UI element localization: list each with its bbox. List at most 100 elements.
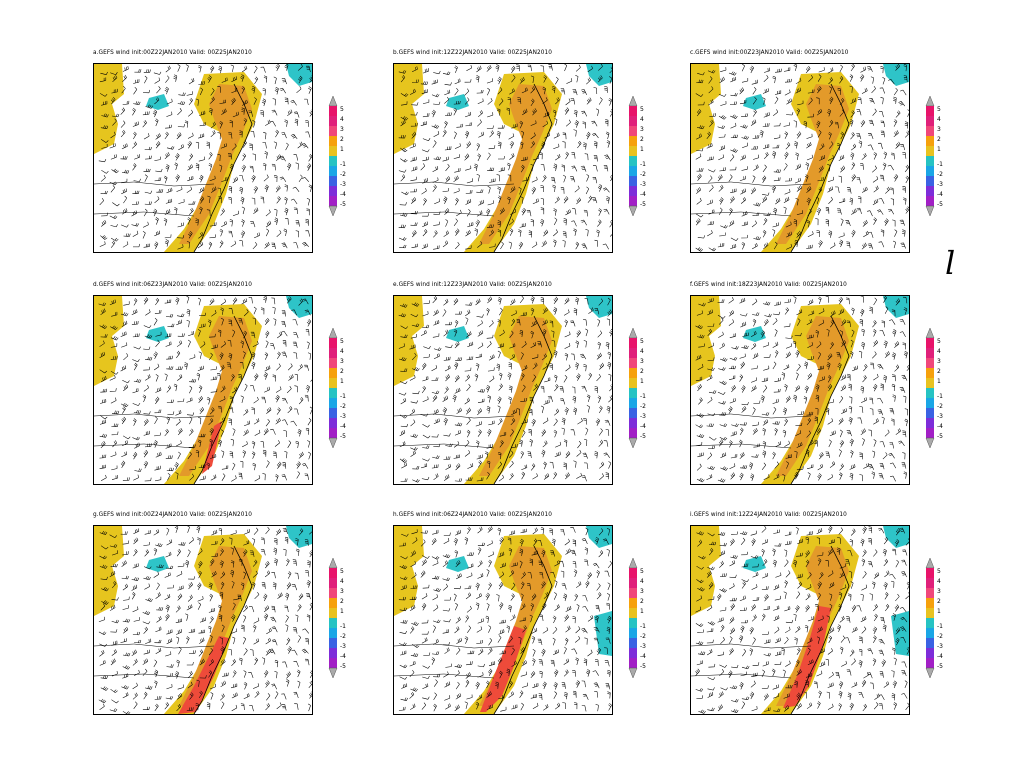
colorbar-tick-label: 1 (937, 146, 941, 153)
colorbar-tick-label: -3 (640, 643, 646, 650)
colorbar-tick-label: 5 (640, 338, 644, 345)
wind-map-graphic (94, 526, 312, 714)
colorbar-tick-label: -4 (640, 423, 646, 430)
colorbar-legend: 5 4 3 2 1 -1 -2 -3 -4 -5 (924, 558, 954, 678)
colorbar-tick-label: 4 (937, 116, 941, 123)
colorbar-tick-label: 5 (340, 106, 344, 113)
map-panel-i: i.GEFS wind init:12Z24JAN2010 Valid: 00Z… (690, 510, 950, 720)
colorbar-tick-label: -2 (340, 171, 346, 178)
colorbar-tick-label: -2 (937, 403, 943, 410)
panel-title: h.GEFS wind init:06Z24JAN2010 Valid: 00Z… (393, 510, 552, 518)
wind-map (690, 295, 910, 485)
wind-map-graphic (691, 526, 909, 714)
colorbar-tick-label: 3 (937, 358, 941, 365)
colorbar-tick-label: -5 (937, 201, 943, 208)
colorbar-tick-label: -3 (340, 413, 346, 420)
colorbar-tick-label: 1 (340, 378, 344, 385)
wind-map (93, 63, 313, 253)
colorbar-tick-label: 1 (640, 146, 644, 153)
colorbar-tick-label: 5 (937, 338, 941, 345)
colorbar-tick-label: 4 (640, 116, 644, 123)
colorbar-legend: 5 4 3 2 1 -1 -2 -3 -4 -5 (327, 328, 357, 448)
colorbar-legend: 5 4 3 2 1 -1 -2 -3 -4 -5 (627, 558, 657, 678)
wind-map-graphic (94, 296, 312, 484)
colorbar-tick-label: 3 (640, 588, 644, 595)
colorbar-tick-label: -5 (340, 201, 346, 208)
colorbar-tick-label: -4 (937, 423, 943, 430)
panel-title: d.GEFS wind init:06Z23JAN2010 Valid: 00Z… (93, 280, 252, 288)
colorbar-tick-label: -1 (340, 161, 346, 168)
colorbar-tick-label: 4 (640, 578, 644, 585)
wind-map-graphic (691, 64, 909, 252)
page-letter: l (945, 244, 956, 282)
colorbar-tick-label: -3 (340, 181, 346, 188)
colorbar-tick-label: 1 (937, 378, 941, 385)
colorbar-tick-label: -1 (937, 393, 943, 400)
colorbar-tick-label: -2 (340, 633, 346, 640)
colorbar-tick-label: -4 (937, 653, 943, 660)
colorbar-tick-label: -1 (340, 623, 346, 630)
wind-map (393, 525, 613, 715)
colorbar-tick-label: -4 (340, 653, 346, 660)
colorbar-tick-label: -1 (340, 393, 346, 400)
colorbar-tick-label: -3 (340, 643, 346, 650)
colorbar-tick-label: 2 (640, 368, 644, 375)
colorbar-tick-label: -3 (937, 643, 943, 650)
wind-map-graphic (394, 526, 612, 714)
colorbar-tick-label: 2 (640, 598, 644, 605)
colorbar-tick-label: 3 (340, 358, 344, 365)
colorbar-tick-label: 1 (640, 378, 644, 385)
wind-map-graphic (691, 296, 909, 484)
wind-map (393, 295, 613, 485)
colorbar-tick-label: -3 (640, 413, 646, 420)
wind-map-graphic (94, 64, 312, 252)
colorbar-tick-label: -4 (340, 423, 346, 430)
colorbar-tick-label: 1 (340, 608, 344, 615)
panel-title: a.GEFS wind init:00Z22JAN2010 Valid: 00Z… (93, 48, 252, 56)
colorbar-tick-label: 1 (640, 608, 644, 615)
colorbar-tick-label: 1 (937, 608, 941, 615)
panel-title: b.GEFS wind init:12Z22JAN2010 Valid: 00Z… (393, 48, 552, 56)
wind-map (690, 525, 910, 715)
colorbar-tick-label: -2 (937, 171, 943, 178)
colorbar-tick-label: 3 (340, 126, 344, 133)
colorbar-tick-label: -2 (640, 171, 646, 178)
colorbar-tick-label: -5 (640, 433, 646, 440)
colorbar-tick-label: -4 (640, 191, 646, 198)
panel-title: c.GEFS wind init:00Z23JAN2010 Valid: 00Z… (690, 48, 849, 56)
colorbar-tick-label: 4 (340, 578, 344, 585)
colorbar-tick-label: 3 (340, 588, 344, 595)
colorbar-tick-label: -1 (640, 393, 646, 400)
wind-map-graphic (394, 64, 612, 252)
colorbar-tick-label: -5 (340, 663, 346, 670)
panel-title: e.GEFS wind init:12Z23JAN2010 Valid: 00Z… (393, 280, 552, 288)
colorbar-tick-label: 5 (937, 568, 941, 575)
wind-map-graphic (394, 296, 612, 484)
colorbar-tick-label: 5 (640, 568, 644, 575)
colorbar-tick-label: 4 (340, 116, 344, 123)
map-panel-a: a.GEFS wind init:00Z22JAN2010 Valid: 00Z… (93, 48, 353, 258)
colorbar-tick-label: 5 (340, 338, 344, 345)
colorbar-tick-label: 1 (340, 146, 344, 153)
colorbar-tick-label: 4 (937, 348, 941, 355)
colorbar-tick-label: -3 (640, 181, 646, 188)
colorbar-tick-label: -1 (937, 161, 943, 168)
panel-title: g.GEFS wind init:00Z24JAN2010 Valid: 00Z… (93, 510, 252, 518)
colorbar-tick-label: 5 (340, 568, 344, 575)
wind-map (93, 525, 313, 715)
colorbar-legend: 5 4 3 2 1 -1 -2 -3 -4 -5 (924, 96, 954, 216)
map-panel-g: g.GEFS wind init:00Z24JAN2010 Valid: 00Z… (93, 510, 353, 720)
colorbar-tick-label: 2 (340, 598, 344, 605)
colorbar-tick-label: 2 (340, 368, 344, 375)
colorbar-legend: 5 4 3 2 1 -1 -2 -3 -4 -5 (327, 558, 357, 678)
map-panel-h: h.GEFS wind init:06Z24JAN2010 Valid: 00Z… (393, 510, 653, 720)
colorbar-legend: 5 4 3 2 1 -1 -2 -3 -4 -5 (924, 328, 954, 448)
colorbar-tick-label: -2 (640, 633, 646, 640)
colorbar-tick-label: 5 (937, 106, 941, 113)
colorbar-legend: 5 4 3 2 1 -1 -2 -3 -4 -5 (627, 328, 657, 448)
wind-map (93, 295, 313, 485)
colorbar-tick-label: -4 (340, 191, 346, 198)
colorbar-tick-label: 3 (937, 588, 941, 595)
colorbar-tick-label: 4 (937, 578, 941, 585)
wind-map (393, 63, 613, 253)
